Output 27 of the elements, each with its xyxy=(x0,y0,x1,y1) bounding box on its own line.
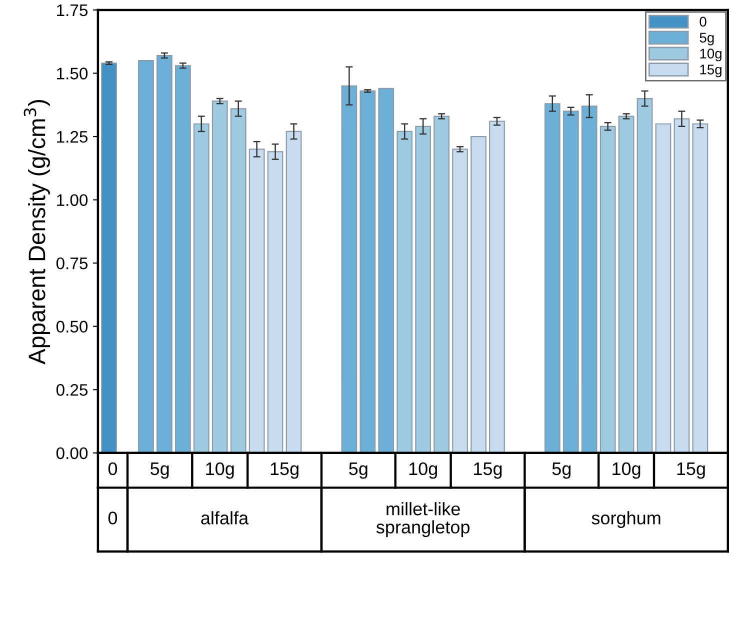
text: alfalfa xyxy=(201,511,249,524)
text: 0 xyxy=(108,512,118,524)
y-tick-label: 0.00 xyxy=(56,447,88,460)
y-tick-label: 0.50 xyxy=(56,320,88,333)
legend-label: 10g xyxy=(700,48,722,62)
x-tick-label: 5g xyxy=(150,462,169,479)
x-tick-label: 15g xyxy=(270,462,298,479)
y-tick-label: 1.50 xyxy=(57,68,88,80)
x-tick-label: 10g xyxy=(612,462,640,479)
legend-label: 5g xyxy=(700,32,714,46)
legend-label: 0 xyxy=(700,16,706,27)
x-tick-label: 10g xyxy=(206,462,234,479)
x-tick-label: 0 xyxy=(108,462,118,476)
y-axis-title: Apparent Density (g/cm$^{3}$) xyxy=(24,100,50,364)
y-tick-label: 1.00 xyxy=(57,194,88,206)
x-tick-label: 10g xyxy=(409,462,437,479)
y-tick-label: 1.25 xyxy=(57,130,88,143)
x-tick-label: 15g xyxy=(474,462,502,479)
text: sorghum xyxy=(592,511,660,528)
text: millet-like sprangletop xyxy=(376,502,470,538)
x-tick-label: 5g xyxy=(552,462,571,479)
y-tick-label: 0.75 xyxy=(56,257,88,270)
legend-label: 15g xyxy=(700,64,722,78)
y-tick-label: 1.75 xyxy=(57,4,88,16)
x-tick-label: 5g xyxy=(349,462,368,479)
y-tick-label: 0.25 xyxy=(56,384,88,396)
x-tick-label: 15g xyxy=(677,462,705,479)
